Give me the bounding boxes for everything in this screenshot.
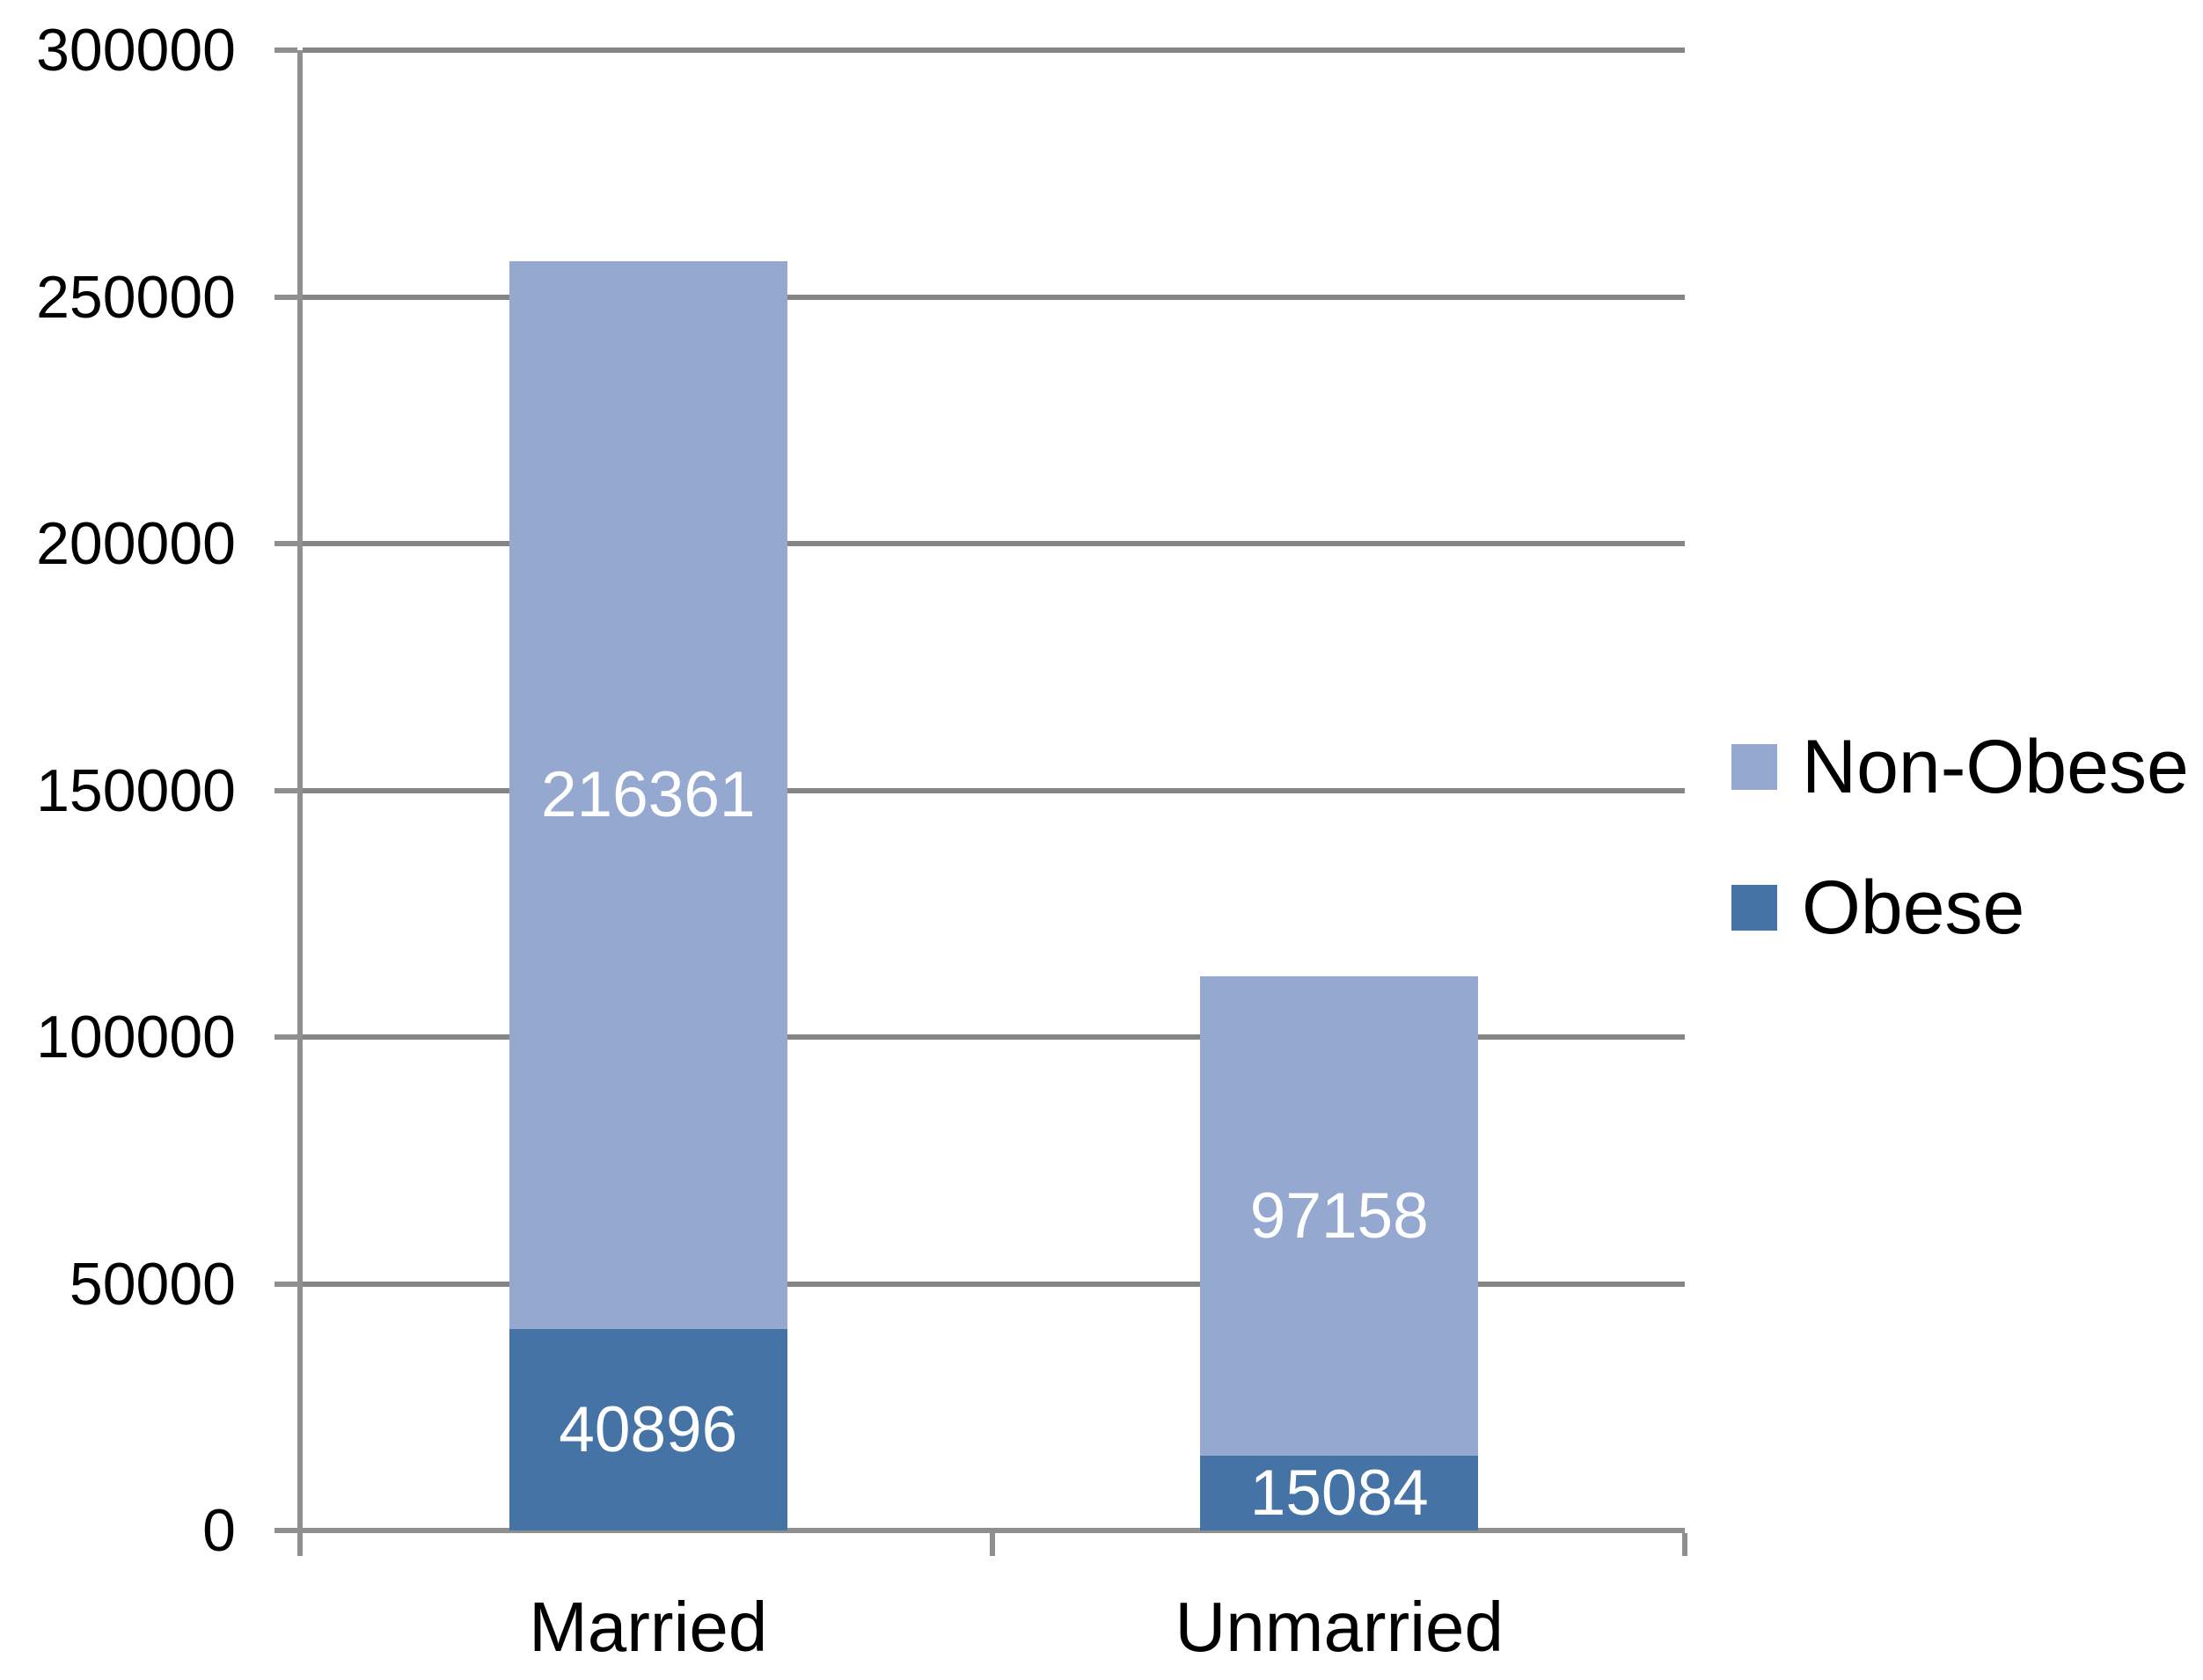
y-gridline [303, 787, 1685, 793]
bar-segment-obese: 15084 [1200, 1456, 1479, 1530]
bar-segment-non-obese: 97158 [1200, 976, 1479, 1457]
x-axis-line [297, 1528, 1685, 1533]
x-axis-tick-mark [297, 1533, 303, 1556]
legend-label-non-obese: Non-Obese [1802, 725, 2189, 809]
legend: Non-Obese Obese [1731, 719, 2189, 1001]
y-axis-tick-label: 150000 [36, 756, 236, 824]
x-axis-category-label: Unmarried [1175, 1588, 1504, 1666]
y-axis-tick-mark [274, 1528, 297, 1533]
data-label: 40896 [559, 1393, 738, 1465]
y-axis-tick-label: 100000 [36, 1004, 236, 1070]
x-axis-category-label: Married [529, 1588, 768, 1666]
legend-swatch-obese-icon [1731, 885, 1777, 931]
y-gridline [303, 294, 1685, 300]
y-axis-tick-mark [274, 294, 297, 300]
legend-label-obese: Obese [1802, 866, 2025, 950]
y-axis-tick-mark [274, 541, 297, 546]
bar-segment-obese: 40896 [509, 1328, 787, 1530]
legend-item-non-obese: Non-Obese [1731, 719, 2189, 814]
y-axis-tick-label: 0 [202, 1497, 236, 1564]
bar-segment-non-obese: 216361 [509, 260, 787, 1329]
y-axis-tick-mark [274, 47, 297, 53]
y-axis-tick-label: 200000 [36, 510, 236, 577]
y-axis-tick-label: 250000 [36, 263, 236, 331]
data-label: 216361 [540, 759, 756, 831]
y-axis-tick-label: 300000 [36, 17, 236, 84]
legend-swatch-non-obese-icon [1731, 744, 1777, 790]
x-axis-tick-mark [1682, 1533, 1687, 1556]
y-axis-tick-mark [274, 787, 297, 793]
legend-item-obese: Obese [1731, 860, 2189, 955]
data-label: 15084 [1249, 1457, 1429, 1530]
y-gridline [303, 47, 1685, 53]
data-label: 97158 [1249, 1180, 1429, 1253]
y-axis-line [297, 50, 303, 1534]
y-gridline [303, 541, 1685, 546]
y-axis-tick-mark [274, 1281, 297, 1287]
x-axis-tick-mark [990, 1533, 995, 1556]
y-axis-tick-mark [274, 1034, 297, 1040]
y-gridline [303, 1281, 1685, 1287]
y-gridline [303, 1034, 1685, 1040]
y-axis-tick-label: 50000 [69, 1250, 236, 1318]
